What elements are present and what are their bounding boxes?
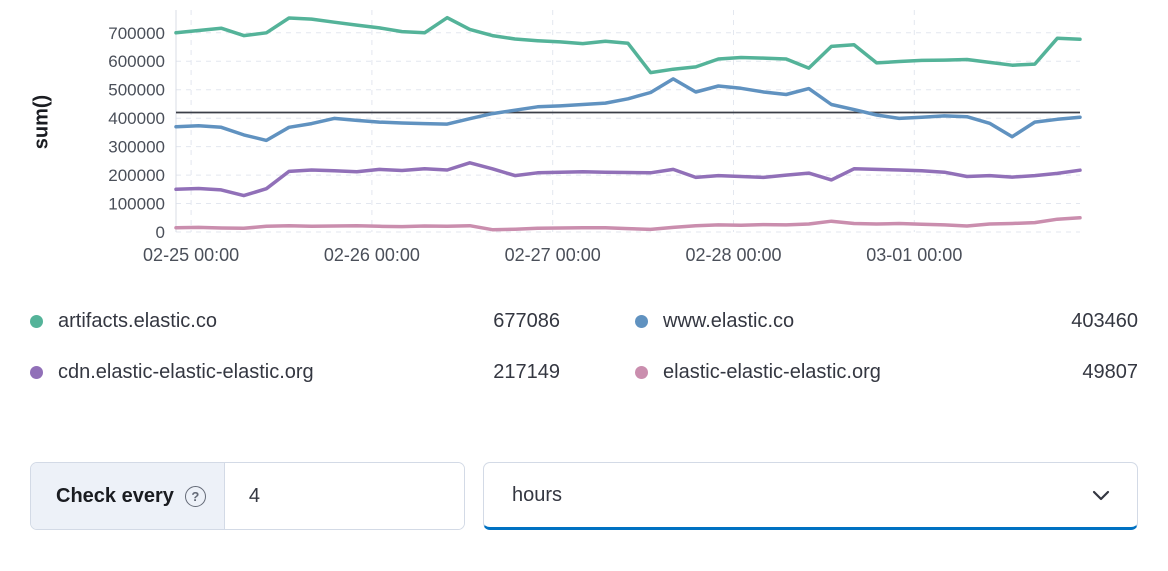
svg-text:600000: 600000 (108, 52, 165, 71)
svg-text:200000: 200000 (108, 166, 165, 185)
legend-item-elastic-org[interactable]: elastic-elastic-elastic.org 49807 (635, 357, 1138, 387)
threshold-preview-chart: sum() 0 100000 200000 300000 400000 500000 600… (0, 0, 1168, 272)
check-every-field: Check every ? (30, 462, 465, 530)
svg-text:500000: 500000 (108, 81, 165, 100)
schedule-controls: Check every ? hours (30, 462, 1138, 530)
legend-item-www[interactable]: www.elastic.co 403460 (635, 306, 1138, 336)
check-every-prepend: Check every ? (31, 463, 225, 529)
legend-series-value: 677086 (493, 309, 560, 332)
chart-canvas: 0 100000 200000 300000 400000 500000 600000 700… (108, 10, 1082, 265)
check-every-label: Check every (56, 484, 174, 507)
legend-series-name: artifacts.elastic.co (58, 309, 217, 332)
svg-text:100000: 100000 (108, 195, 165, 214)
chevron-down-icon (1092, 490, 1110, 501)
svg-text:02-25 00:00: 02-25 00:00 (143, 245, 239, 265)
legend-series-name: elastic-elastic-elastic.org (663, 360, 881, 383)
legend-series-value: 49807 (1082, 360, 1138, 383)
svg-text:02-28 00:00: 02-28 00:00 (685, 245, 781, 265)
legend-dot-3 (635, 365, 648, 379)
help-icon[interactable]: ? (184, 485, 206, 507)
svg-text:02-26 00:00: 02-26 00:00 (324, 245, 420, 265)
legend-series-value: 403460 (1071, 309, 1138, 332)
legend-item-cdn[interactable]: cdn.elastic-elastic-elastic.org 217149 (30, 357, 560, 387)
legend-dot-1 (635, 314, 648, 328)
svg-text:02-27 00:00: 02-27 00:00 (505, 245, 601, 265)
svg-text:400000: 400000 (108, 109, 165, 128)
legend-series-name: cdn.elastic-elastic-elastic.org (58, 360, 314, 383)
legend-dot-0 (30, 314, 43, 328)
legend-item-artifacts[interactable]: artifacts.elastic.co 677086 (30, 306, 560, 336)
legend-series-value: 217149 (493, 360, 560, 383)
interval-unit-value: hours (512, 483, 563, 506)
interval-unit-select[interactable]: hours (483, 462, 1138, 530)
legend-series-name: www.elastic.co (663, 309, 795, 332)
check-interval-input[interactable] (224, 463, 464, 529)
chart-legend: artifacts.elastic.co 677086 www.elastic.… (30, 306, 1138, 387)
svg-text:700000: 700000 (108, 24, 165, 43)
svg-text:300000: 300000 (108, 138, 165, 157)
svg-text:0: 0 (156, 223, 165, 242)
svg-text:03-01 00:00: 03-01 00:00 (866, 245, 962, 265)
legend-dot-2 (30, 365, 43, 379)
